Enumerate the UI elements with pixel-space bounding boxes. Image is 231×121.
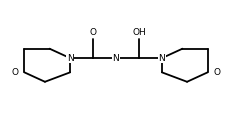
Text: O: O <box>213 68 219 77</box>
Text: N: N <box>112 54 119 63</box>
Text: N: N <box>67 54 73 63</box>
Text: OH: OH <box>131 28 145 37</box>
Text: O: O <box>89 28 96 37</box>
Text: O: O <box>12 68 18 77</box>
Text: N: N <box>158 54 164 63</box>
